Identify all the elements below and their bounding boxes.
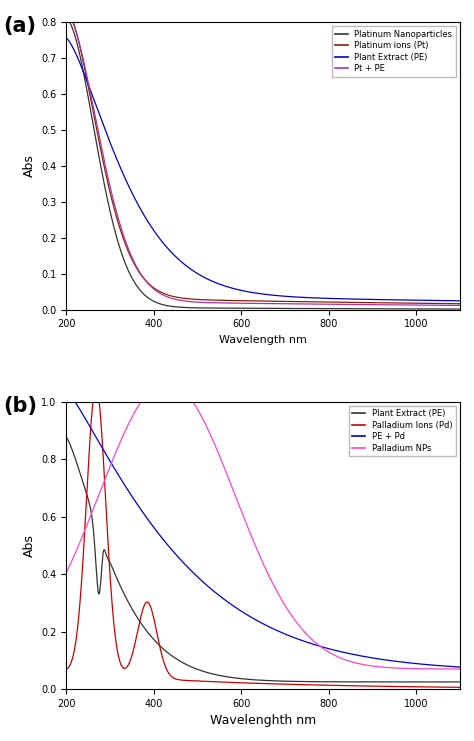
X-axis label: Wavelenghth nm: Wavelenghth nm bbox=[210, 714, 316, 728]
Legend: Platinum Nanoparticles, Platinum ions (Pt), Plant Extract (PE), Pt + PE: Platinum Nanoparticles, Platinum ions (P… bbox=[332, 27, 456, 76]
Legend: Plant Extract (PE), Palladium Ions (Pd), PE + Pd, Palladium NPs: Plant Extract (PE), Palladium Ions (Pd),… bbox=[349, 406, 456, 456]
Y-axis label: Abs: Abs bbox=[23, 534, 36, 556]
X-axis label: Wavelength nm: Wavelength nm bbox=[219, 335, 307, 345]
Text: (b): (b) bbox=[3, 396, 37, 416]
Text: (a): (a) bbox=[3, 16, 36, 36]
Y-axis label: Abs: Abs bbox=[23, 155, 36, 177]
